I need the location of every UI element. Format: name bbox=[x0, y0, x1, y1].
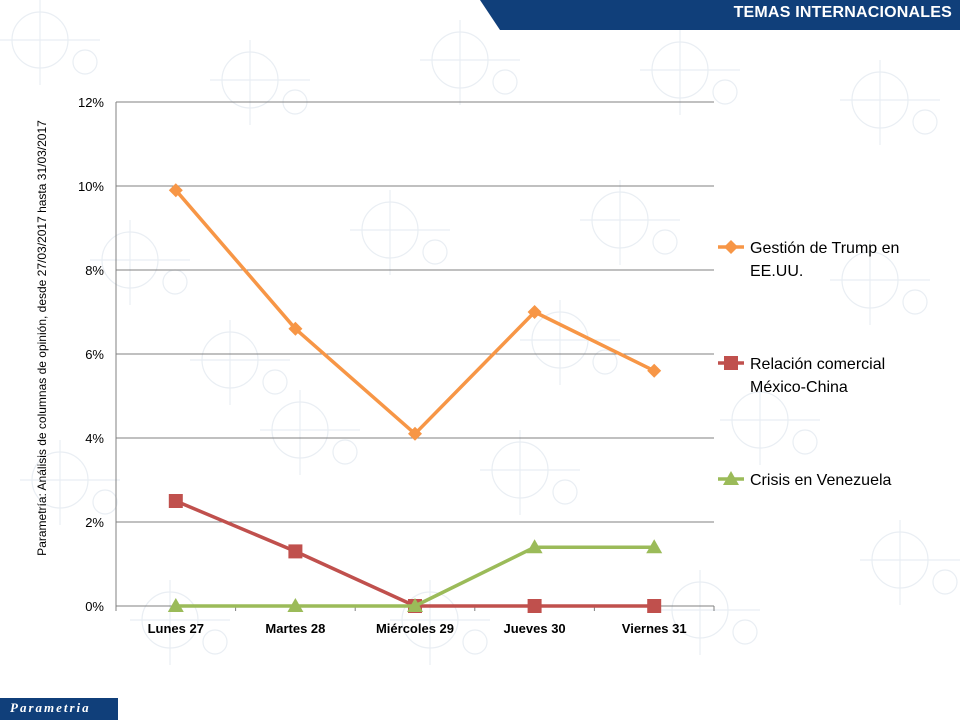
data-point bbox=[408, 426, 422, 441]
watermark-circle bbox=[101, 231, 159, 289]
y-axis-title: Parametría: Análisis de columnas de opin… bbox=[35, 120, 49, 556]
watermark-dot bbox=[332, 439, 358, 465]
watermark-circle bbox=[271, 401, 329, 459]
watermark-circle bbox=[401, 591, 459, 649]
watermark-circle bbox=[871, 531, 929, 589]
legend-label: Relación comercial bbox=[750, 356, 885, 373]
watermark-circle bbox=[361, 201, 419, 259]
series-line bbox=[174, 189, 655, 436]
data-point bbox=[647, 599, 662, 613]
y-tick-label: 4% bbox=[85, 431, 104, 446]
watermark-circle bbox=[141, 591, 199, 649]
watermark-circle bbox=[851, 71, 909, 129]
logo-text: Parametria bbox=[10, 700, 91, 715]
series-line bbox=[175, 499, 655, 608]
y-tick-label: 2% bbox=[85, 515, 104, 530]
series-3 bbox=[167, 539, 663, 612]
x-tick-label: Lunes 27 bbox=[148, 621, 204, 636]
x-tick-label: Jueves 30 bbox=[504, 621, 566, 636]
legend-item: Relación comercial México-China bbox=[718, 356, 885, 396]
legend-marker bbox=[724, 240, 738, 254]
watermark-dot bbox=[902, 289, 928, 315]
legend-label: EE.UU. bbox=[750, 263, 803, 280]
data-point bbox=[288, 321, 303, 336]
legend-label: México-China bbox=[750, 379, 848, 396]
y-tick-label: 8% bbox=[85, 263, 104, 278]
legend-marker bbox=[724, 356, 738, 370]
header-banner bbox=[480, 0, 960, 30]
watermark-dot bbox=[732, 619, 758, 645]
watermark-circle bbox=[841, 251, 899, 309]
page-title: TEMAS INTERNACIONALES bbox=[733, 4, 952, 21]
series-line bbox=[175, 545, 655, 608]
watermark-dot bbox=[492, 69, 518, 95]
watermark-dot bbox=[592, 349, 618, 375]
x-tick-label: Martes 28 bbox=[265, 621, 325, 636]
watermark-circle bbox=[31, 451, 89, 509]
watermark-dot bbox=[552, 479, 578, 505]
legend-label: Gestión de Trump en bbox=[750, 240, 899, 257]
y-tick-label: 10% bbox=[78, 179, 104, 194]
watermark-circle bbox=[11, 11, 69, 69]
watermark-circle bbox=[651, 41, 709, 99]
data-point bbox=[647, 363, 662, 378]
watermark-circle bbox=[671, 581, 729, 639]
legend-item: Crisis en Venezuela bbox=[718, 471, 892, 489]
watermark-dot bbox=[792, 429, 818, 455]
watermark-dot bbox=[652, 229, 678, 255]
watermark-dot bbox=[262, 369, 288, 395]
x-tick-label: Viernes 31 bbox=[622, 621, 687, 636]
watermark-circle bbox=[221, 51, 279, 109]
legend-marker bbox=[723, 471, 739, 485]
watermark-dot bbox=[72, 49, 98, 75]
legend-label: Crisis en Venezuela bbox=[750, 472, 892, 489]
watermark-circle bbox=[201, 331, 259, 389]
x-tick-label: Miércoles 29 bbox=[376, 621, 454, 636]
watermark-circle bbox=[491, 441, 549, 499]
y-tick-label: 12% bbox=[78, 95, 104, 110]
watermark-pattern bbox=[0, 0, 960, 665]
watermark-circle bbox=[731, 391, 789, 449]
footer-logo: Parametria bbox=[0, 698, 118, 720]
watermark-dot bbox=[92, 489, 118, 515]
data-point bbox=[407, 598, 423, 612]
watermark-dot bbox=[462, 629, 488, 655]
watermark-circle bbox=[431, 31, 489, 89]
data-point bbox=[526, 539, 543, 554]
series-1 bbox=[168, 183, 662, 441]
watermark-dot bbox=[422, 239, 448, 265]
watermark-dot bbox=[912, 109, 938, 135]
y-tick-label: 6% bbox=[85, 347, 104, 362]
data-point bbox=[646, 539, 663, 554]
data-point bbox=[527, 599, 542, 613]
data-point bbox=[168, 183, 183, 198]
legend-item: Gestión de Trump en EE.UU. bbox=[718, 240, 899, 280]
data-point bbox=[288, 544, 303, 559]
series-2 bbox=[168, 494, 662, 613]
watermark-dot bbox=[202, 629, 228, 655]
watermark-circle bbox=[591, 191, 649, 249]
watermark-dot bbox=[712, 79, 738, 105]
data-point bbox=[287, 598, 304, 612]
watermark-dot bbox=[932, 569, 958, 595]
data-point bbox=[168, 494, 183, 508]
y-tick-label: 0% bbox=[85, 599, 104, 614]
data-point bbox=[167, 598, 184, 612]
data-point bbox=[527, 305, 542, 319]
